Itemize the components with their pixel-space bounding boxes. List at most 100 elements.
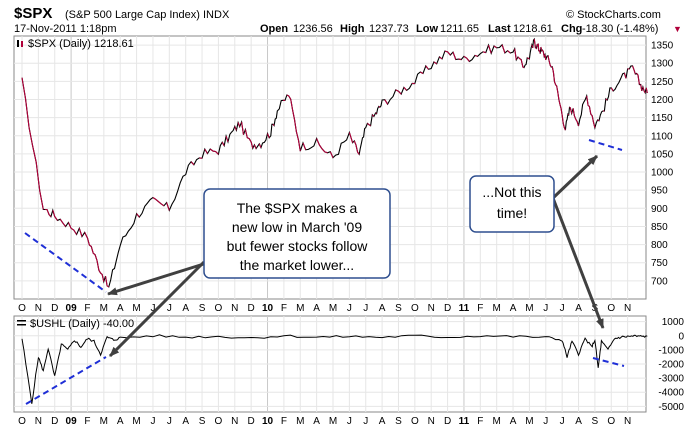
x-tick-label: J [150, 303, 155, 314]
annotation-1-line-4: the market lower... [240, 257, 354, 273]
x-tick-label-bottom: O [411, 416, 419, 427]
watermark: © StockCharts.com [566, 9, 661, 21]
legend-icon [17, 40, 23, 47]
x-tick-label: N [428, 303, 435, 314]
x-tick-label: M [296, 303, 304, 314]
chart-header: $SPX (S&P 500 Large Cap Index) INDX © St… [14, 5, 682, 35]
x-tick-label-bottom: J [560, 416, 565, 427]
last-label: Last [488, 23, 511, 35]
x-tick-label: J [363, 303, 368, 314]
x-tick-label: 11 [459, 303, 470, 314]
x-tick-label-bottom: N [624, 416, 631, 427]
price-series-down-line [21, 39, 648, 288]
x-tick-label-bottom: J [167, 416, 172, 427]
x-tick-label: J [347, 303, 352, 314]
x-tick-label: M [493, 303, 501, 314]
x-tick-label-bottom: N [231, 416, 238, 427]
price-y-tick-label: 750 [651, 258, 668, 269]
x-tick-label: D [248, 303, 255, 314]
annotation-2-line-1: ...Not this [482, 184, 541, 200]
x-tick-label-bottom: M [525, 416, 533, 427]
x-tick-label-bottom: M [132, 416, 140, 427]
x-tick-label: 10 [262, 303, 274, 314]
x-tick-label-bottom: J [150, 416, 155, 427]
open-label: Open [260, 23, 288, 35]
x-axis: OONNDD0909FFMMAAMMJJJJAASSOONNDD1010FFMM… [18, 303, 631, 427]
x-tick-label-bottom: S [395, 416, 402, 427]
price-y-tick-label: 1000 [651, 168, 674, 179]
annotation-box-1: The $SPX makes a new low in March '09 bu… [203, 188, 391, 279]
price-y-tick-label: 1350 [651, 41, 674, 52]
x-tick-label: J [543, 303, 548, 314]
annotation-arrows [107, 154, 605, 358]
x-tick-label: A [182, 303, 189, 314]
x-tick-label-bottom: 09 [66, 416, 78, 427]
x-tick-label-bottom: N [35, 416, 42, 427]
trendline-breadth-2011 [592, 357, 625, 367]
x-tick-label-bottom: F [84, 416, 90, 427]
x-tick-label-bottom: M [493, 416, 501, 427]
x-tick-label: S [199, 303, 206, 314]
x-tick-label: O [411, 303, 419, 314]
x-tick-label: A [117, 303, 124, 314]
x-tick-label: A [379, 303, 386, 314]
x-tick-label-bottom: O [607, 416, 615, 427]
x-tick-label: S [395, 303, 402, 314]
x-tick-label: O [607, 303, 615, 314]
x-tick-label: M [132, 303, 140, 314]
x-tick-label-bottom: A [379, 416, 386, 427]
x-tick-label-bottom: D [248, 416, 255, 427]
arrow-box1-to-breadth [108, 260, 206, 358]
breadth-legend-icon [17, 320, 26, 326]
x-tick-label: F [281, 303, 287, 314]
x-tick-label: N [624, 303, 631, 314]
x-tick-label-bottom: A [575, 416, 582, 427]
x-tick-label-bottom: J [347, 416, 352, 427]
x-tick-label: D [444, 303, 451, 314]
chg-down-icon: ▼ [673, 24, 682, 34]
breadth-y-tick-label: -3000 [658, 374, 684, 385]
trendline-price-2011 [588, 139, 623, 151]
x-tick-label: A [313, 303, 320, 314]
price-y-tick-label: 1100 [651, 131, 673, 142]
x-tick-label-bottom: A [510, 416, 517, 427]
x-tick-label-bottom: S [199, 416, 206, 427]
breadth-y-tick-label: 0 [678, 331, 684, 342]
price-y-tick-label: 1300 [651, 59, 674, 70]
trendlines [24, 139, 625, 405]
breadth-y-tick-label: 1000 [662, 317, 685, 328]
x-tick-label-bottom: A [117, 416, 124, 427]
breadth-series-line [21, 334, 648, 404]
price-y-tick-label: 1200 [651, 95, 674, 106]
breadth-y-tick-label: -4000 [658, 388, 684, 399]
breadth-legend: $USHL (Daily) -40.00 [30, 318, 134, 330]
x-tick-label-bottom: D [444, 416, 451, 427]
low-label: Low [416, 23, 438, 35]
symbol-title: $SPX [14, 5, 52, 22]
x-tick-label-bottom: J [543, 416, 548, 427]
breadth-panel: -5000 -4000 -3000 -2000 -1000 0 1000 $USHL (Da… [13, 315, 685, 413]
x-tick-label: N [231, 303, 238, 314]
breadth-y-tick-label: -2000 [658, 360, 684, 371]
x-tick-label-bottom: M [296, 416, 304, 427]
x-tick-label: F [84, 303, 90, 314]
x-tick-label-bottom: J [363, 416, 368, 427]
x-tick-label: A [510, 303, 517, 314]
x-tick-label-bottom: 11 [459, 416, 470, 427]
open-value: 1236.56 [293, 23, 333, 35]
arrow-box2-to-price [551, 154, 599, 200]
x-tick-label-bottom: F [477, 416, 483, 427]
x-tick-label-bottom: S [592, 416, 599, 427]
low-value: 1211.65 [440, 23, 479, 35]
x-tick-label-bottom: M [100, 416, 108, 427]
annotation-1-line-2: new low in March '09 [232, 219, 363, 235]
x-tick-label: O [215, 303, 223, 314]
price-y-tick-label: 850 [651, 222, 668, 233]
breadth-y-tick-label: -5000 [658, 402, 684, 413]
x-tick-label-bottom: M [329, 416, 337, 427]
x-tick-label: D [51, 303, 58, 314]
x-tick-label-bottom: A [313, 416, 320, 427]
x-tick-label-bottom: N [428, 416, 435, 427]
x-tick-label: J [167, 303, 172, 314]
